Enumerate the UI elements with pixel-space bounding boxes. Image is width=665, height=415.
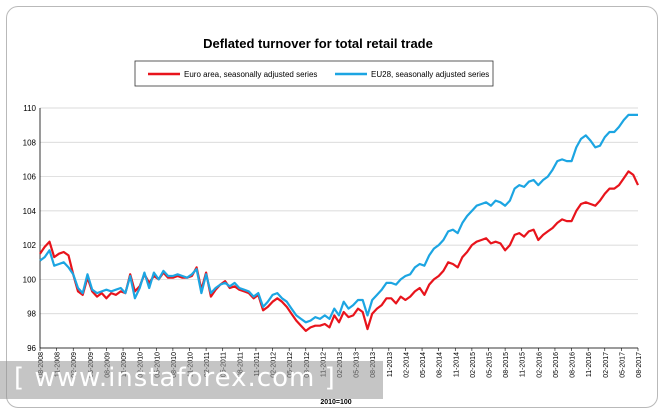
x-tick-label: 11-2014 [453, 352, 460, 377]
y-tick-label: 100 [23, 275, 37, 284]
grid-layer [40, 107, 638, 349]
series-line-eu28 [39, 113, 638, 324]
x-tick-label: 08-2015 [503, 352, 510, 378]
x-tick-label: 02-2016 [536, 352, 543, 378]
x-tick-label: 08-2017 [636, 352, 643, 378]
y-tick-label: 104 [23, 207, 37, 216]
series-line-euro-area [39, 170, 639, 332]
x-tick-label: 08-2014 [437, 352, 444, 378]
legend-label-euro-area: Euro area, seasonally adjusted series [184, 70, 317, 79]
legend-label-eu28: EU28, seasonally adjusted series [371, 70, 489, 79]
x-tick-label: 11-2016 [586, 352, 593, 377]
y-tick-label: 108 [23, 138, 37, 147]
base-year-note: 2010=100 [320, 399, 351, 406]
x-tick-label: 05-2015 [487, 352, 494, 378]
axis-layer: 969810010210410610811008-200811-200802-2… [23, 104, 643, 378]
legend-box [134, 60, 494, 87]
watermark-banner [0, 361, 383, 399]
x-tick-label: 02-2015 [470, 352, 477, 378]
x-tick-label: 02-2017 [603, 352, 610, 378]
x-tick-label: 08-2016 [570, 352, 577, 378]
y-tick-label: 102 [23, 241, 37, 250]
x-tick-label: 05-2014 [420, 352, 427, 378]
x-tick-label: 11-2015 [520, 352, 527, 377]
x-tick-label: 02-2014 [403, 352, 410, 378]
x-tick-label: 11-2013 [387, 352, 394, 377]
y-tick-label: 96 [27, 344, 36, 353]
y-tick-label: 106 [23, 173, 37, 182]
series-layer [39, 113, 639, 332]
x-tick-label: 05-2017 [619, 352, 626, 378]
y-tick-label: 98 [27, 310, 36, 319]
watermark-text: [ www.instaforex.com ] [14, 363, 336, 393]
chart-title: Deflated turnover for total retail trade [203, 36, 433, 51]
y-tick-label: 110 [23, 104, 36, 113]
x-tick-label: 05-2016 [553, 352, 560, 378]
